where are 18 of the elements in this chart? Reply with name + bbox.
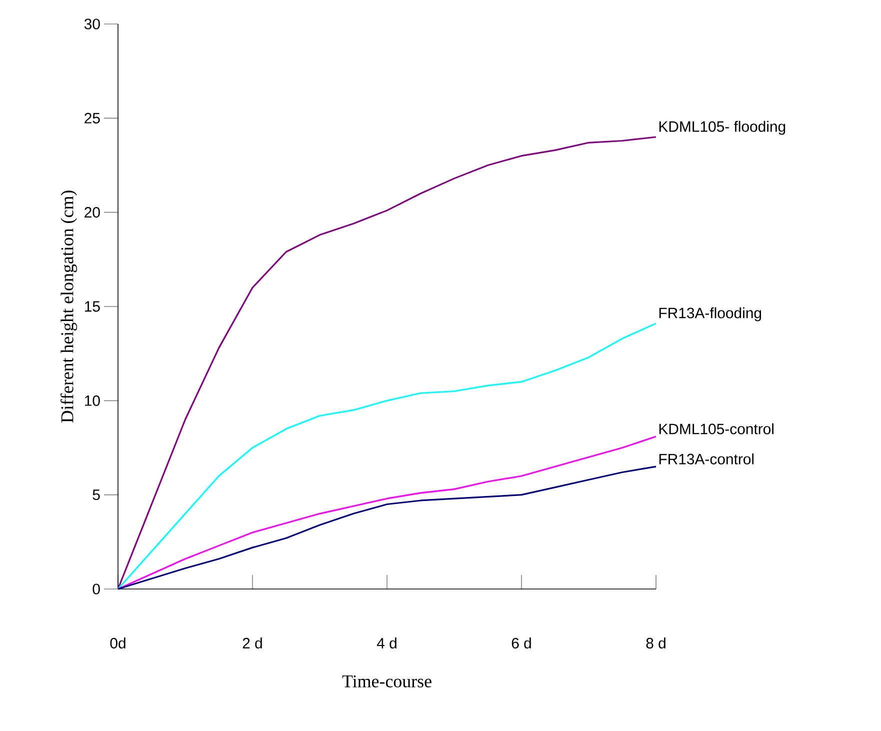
y-tick-label: 20: [84, 207, 100, 218]
x-tick-label: 4 d: [376, 638, 396, 648]
series-label: KDML105-control: [659, 423, 774, 434]
y-tick-label: 30: [84, 18, 100, 30]
y-tick-label: 0: [92, 584, 100, 594]
x-tick-label: 8 d: [646, 638, 666, 648]
series-label: KDML105- flooding: [659, 120, 786, 135]
y-axis-title: Different height elongation (cm): [60, 190, 78, 423]
x-axis-title: Time-course: [342, 675, 432, 688]
y-tick-label: 5: [92, 490, 100, 500]
y-tick-label: 10: [85, 395, 100, 406]
x-tick-label: 2 d: [242, 638, 262, 648]
x-tick-label: 6 d: [512, 638, 531, 648]
series-label: FR13A-control: [659, 453, 754, 464]
series-label: FR13A-flooding: [659, 307, 762, 322]
y-tick-label: 15: [85, 301, 100, 312]
y-tick-label: 25: [84, 112, 100, 124]
x-tick-label: 0d: [110, 638, 126, 648]
